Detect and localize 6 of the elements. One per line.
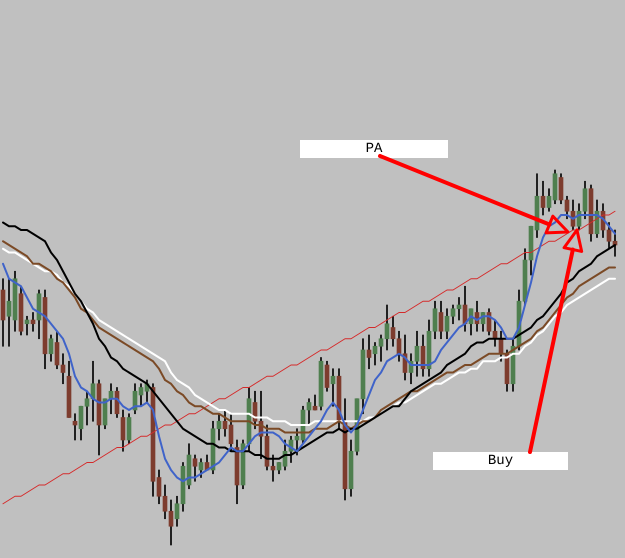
candlestick bbox=[72, 413, 78, 440]
text: PA bbox=[366, 141, 382, 157]
candlestick bbox=[366, 334, 372, 370]
candlestick bbox=[30, 312, 36, 332]
candlestick bbox=[24, 316, 30, 336]
annotation: Buy bbox=[488, 453, 514, 469]
